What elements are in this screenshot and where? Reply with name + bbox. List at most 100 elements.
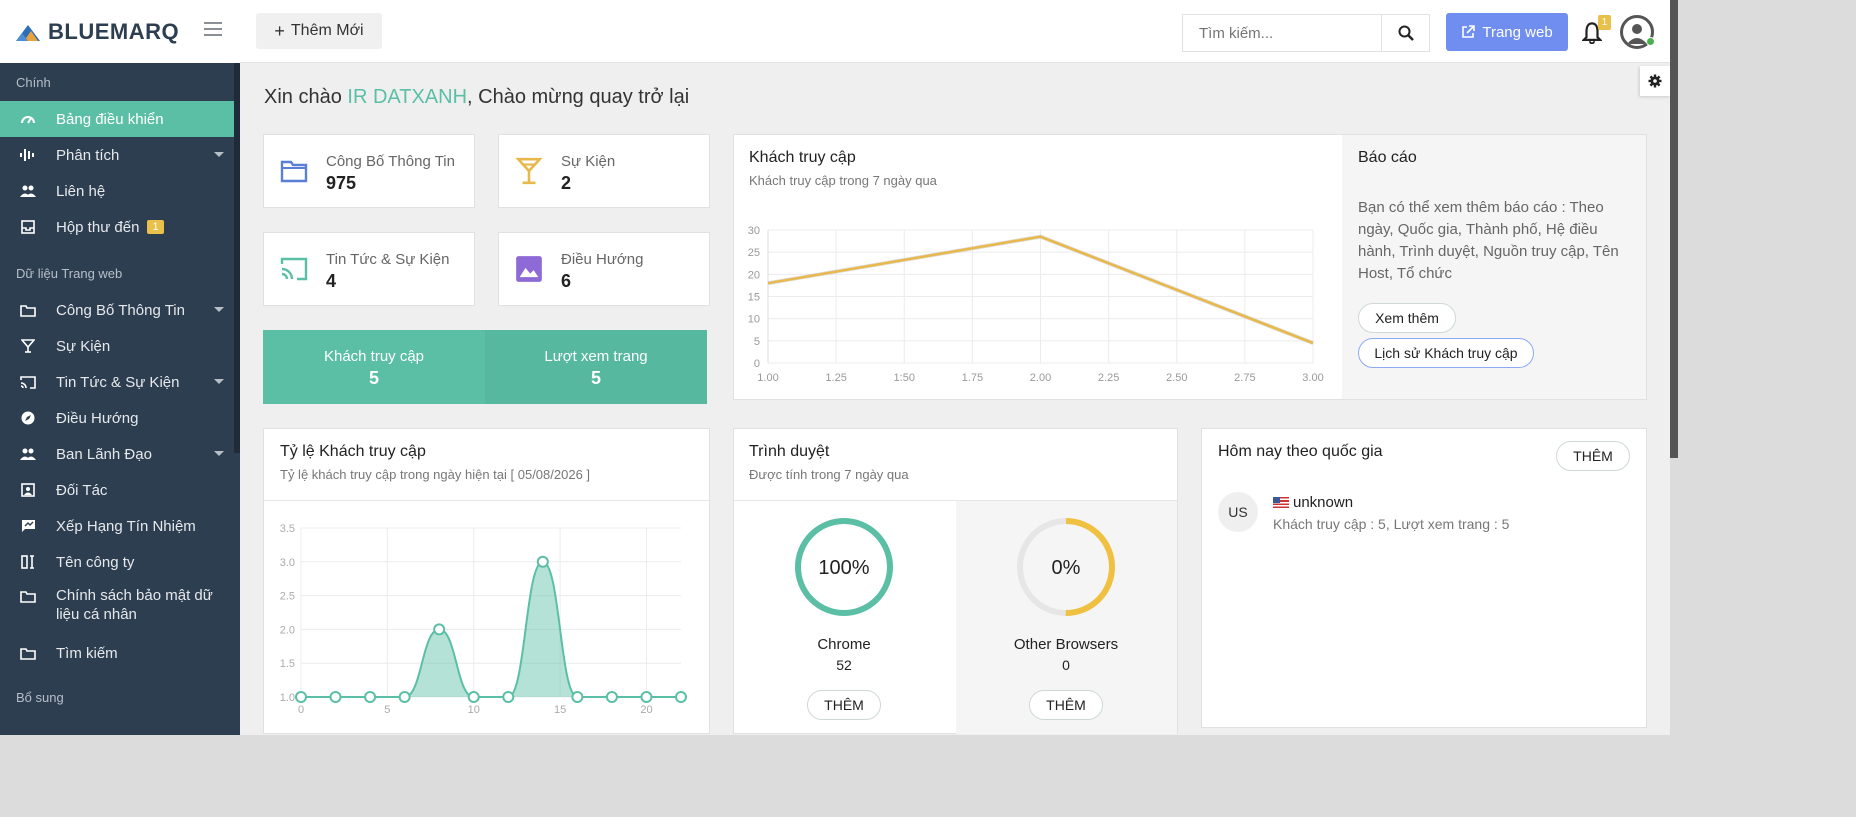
data-point: [398, 691, 411, 703]
analytics-icon: [20, 147, 36, 163]
chevron-down-icon: [214, 451, 224, 456]
data-point: [502, 691, 515, 703]
browser-name: Chrome: [817, 636, 871, 653]
stat-label: Công Bố Thông Tin: [326, 153, 455, 170]
cast-icon: [20, 374, 36, 390]
data-point: [640, 691, 653, 703]
sidebar-item-disclosure[interactable]: Công Bố Thông Tin: [0, 292, 234, 328]
sidebar-item-label: Bảng điều khiển: [56, 110, 164, 128]
sidebar-item-dashboard[interactable]: Bảng điều khiển: [0, 101, 234, 137]
stat-card-events[interactable]: Sự Kiện 2: [498, 134, 710, 208]
sidebar-item-label: Tìm kiếm: [56, 644, 118, 662]
stat-value: 975: [326, 173, 357, 193]
chrome-more-button[interactable]: THÊM: [807, 690, 881, 720]
chevron-down-icon: [214, 152, 224, 157]
browser-percent: 0%: [1051, 557, 1081, 579]
sidebar-section-main: Chính: [16, 75, 51, 90]
country-more-button[interactable]: THÊM: [1556, 441, 1630, 471]
y-tick-label: 5: [754, 336, 760, 348]
y-tick-label: 1.0: [280, 692, 295, 704]
partner-card-icon: [20, 482, 36, 498]
y-tick-label: 25: [748, 247, 760, 259]
sidebar-item-search[interactable]: Tìm kiếm: [0, 635, 234, 671]
sidebar-item-news[interactable]: Tin Tức & Sự Kiện: [0, 364, 234, 400]
sidebar-item-label: Chính sách bảo mật dữ liệu cá nhân: [56, 587, 213, 623]
search-button[interactable]: [1382, 14, 1430, 52]
inbox-icon: [20, 219, 36, 235]
sidebar-item-partners[interactable]: Đối Tác: [0, 472, 234, 508]
x-tick-label: 3.00: [1302, 372, 1323, 384]
website-button[interactable]: Trang web: [1446, 13, 1568, 51]
x-tick-label: 1.25: [825, 372, 846, 384]
sidebar-item-navigation[interactable]: Điều Hướng: [0, 400, 234, 436]
us-flag-icon: [1273, 497, 1289, 508]
logo-mark-icon: [16, 24, 40, 41]
x-tick-label: 10: [468, 704, 480, 716]
user-name: IR DATXANH: [347, 86, 468, 108]
x-tick-label: 2.00: [1030, 372, 1051, 384]
greeting-suffix: , Chào mừng quay trở lại: [467, 86, 690, 108]
online-status-dot: [1646, 37, 1655, 46]
add-new-button[interactable]: + Thêm Mới: [256, 13, 382, 49]
cast-icon: [280, 257, 308, 281]
other-more-button[interactable]: THÊM: [1029, 690, 1103, 720]
sidebar-item-label: Xếp Hạng Tín Nhiệm: [56, 517, 196, 535]
company-icon: [20, 554, 36, 570]
x-tick-label: 5: [384, 704, 390, 716]
sidebar-item-company-name[interactable]: Tên công ty: [0, 544, 234, 580]
y-tick-label: 3.0: [280, 557, 295, 569]
sidebar-item-leadership[interactable]: Ban Lãnh Đạo: [0, 436, 234, 472]
visitors-title: Khách truy cập: [749, 149, 856, 166]
visitor-ratio-card: [263, 428, 710, 734]
sidebar-item-events[interactable]: Sự Kiện: [0, 328, 234, 364]
stat-card-news[interactable]: Tin Tức & Sự Kiện 4: [263, 232, 475, 306]
sidebar-item-analytics[interactable]: Phân tích: [0, 137, 234, 173]
data-point: [571, 691, 584, 703]
data-point: [605, 691, 618, 703]
search-input[interactable]: [1182, 14, 1382, 52]
x-tick-label: 15: [554, 704, 566, 716]
visitors-line-chart: 1.00 1.25 1:50 1.75 2.00 2.25 2.50 2.75 3.00 0 5 10…: [748, 225, 1324, 384]
compass-icon: [20, 410, 36, 426]
sidebar-item-privacy-policy[interactable]: Chính sách bảo mật dữ liệu cá nhân: [0, 582, 234, 626]
menu-toggle-icon[interactable]: [204, 22, 222, 36]
sidebar-item-label: Phân tích: [56, 146, 120, 164]
bell-icon[interactable]: [1582, 22, 1602, 44]
see-more-button[interactable]: Xem thêm: [1358, 303, 1456, 333]
x-tick-label: 2.75: [1234, 372, 1255, 384]
sidebar-item-credit-rating[interactable]: Xếp Hạng Tín Nhiệm: [0, 508, 234, 544]
sidebar-scrollbar[interactable]: [234, 63, 240, 453]
sidebar-item-label: Hộp thư đến: [56, 218, 140, 236]
page-scrollbar[interactable]: [1670, 0, 1678, 458]
stat-value: 6: [561, 271, 572, 291]
summary-label: Khách truy cập: [323, 348, 425, 365]
search-icon: [1398, 25, 1414, 41]
dashboard-icon: [20, 111, 36, 127]
sidebar-item-label: Điều Hướng: [56, 409, 139, 427]
card-divider: [264, 500, 709, 501]
sidebar-item-inbox[interactable]: Hộp thư đến 1: [0, 209, 234, 245]
stat-card-disclosure[interactable]: Công Bố Thông Tin 975: [263, 134, 475, 208]
contacts-icon: [20, 183, 36, 199]
visitor-history-button[interactable]: Lịch sử Khách truy cập: [1358, 338, 1534, 368]
data-point: [675, 691, 687, 703]
visitors-subtitle: Khách truy cập trong 7 ngày qua: [749, 173, 937, 188]
y-tick-label: 0: [754, 358, 760, 370]
y-tick-label: 30: [748, 225, 760, 237]
external-link-icon: [1462, 25, 1476, 38]
x-tick-label: 1.75: [962, 372, 983, 384]
sidebar-item-contacts[interactable]: Liên hệ: [0, 173, 234, 209]
x-tick-label: 0: [298, 704, 304, 716]
pageviews-summary: Lượt xem trang 5: [485, 330, 707, 404]
chevron-down-icon: [214, 307, 224, 312]
browser-name: Other Browsers: [1013, 636, 1119, 653]
y-tick-label: 1.5: [280, 658, 295, 670]
brand-name: BLUEMARQ: [48, 18, 180, 44]
brand-logo[interactable]: BLUEMARQ: [0, 0, 240, 63]
stat-card-navigation[interactable]: Điều Hướng 6: [498, 232, 710, 306]
stat-label: Điều Hướng: [561, 251, 644, 268]
series-line: [767, 235, 1314, 345]
welcome-message: Xin chào IR DATXANH, Chào mừng quay trở …: [264, 86, 689, 109]
settings-toggle[interactable]: [1640, 66, 1670, 96]
inbox-count-badge: 1: [147, 220, 164, 234]
